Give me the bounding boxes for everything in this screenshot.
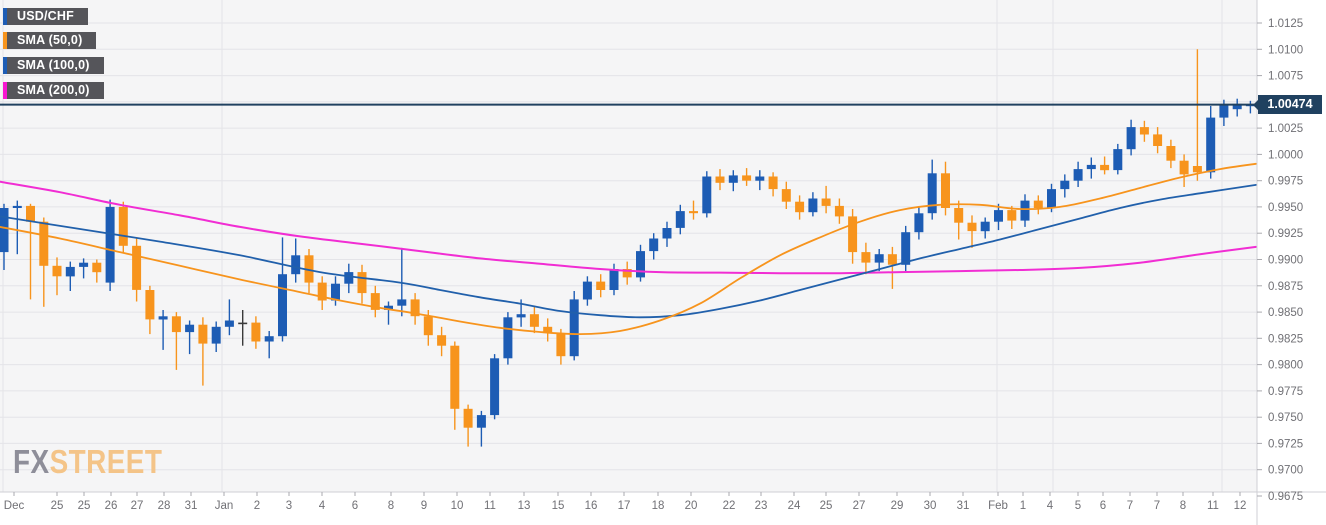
svg-text:8: 8 bbox=[1180, 500, 1186, 512]
sma200-label: SMA (200,0) bbox=[17, 83, 90, 97]
svg-text:0.9900: 0.9900 bbox=[1268, 255, 1303, 267]
svg-text:0.9725: 0.9725 bbox=[1268, 438, 1303, 450]
svg-text:1: 1 bbox=[1020, 500, 1026, 512]
svg-text:0.9775: 0.9775 bbox=[1268, 386, 1303, 398]
svg-text:1.0125: 1.0125 bbox=[1268, 18, 1303, 30]
svg-text:0.9825: 0.9825 bbox=[1268, 333, 1303, 345]
fxstreet-watermark: FXSTREET bbox=[13, 443, 162, 482]
legend-chip-pair[interactable]: USD/CHF bbox=[3, 8, 88, 25]
svg-text:4: 4 bbox=[1047, 500, 1054, 512]
sma50-line bbox=[0, 162, 1257, 336]
svg-text:11: 11 bbox=[1207, 500, 1219, 512]
svg-text:22: 22 bbox=[723, 500, 736, 512]
svg-text:13: 13 bbox=[518, 500, 531, 512]
svg-text:3: 3 bbox=[286, 500, 292, 512]
svg-text:1.0075: 1.0075 bbox=[1268, 71, 1303, 83]
svg-text:17: 17 bbox=[618, 500, 631, 512]
price-axis: 1.0125 1.0100 1.0075 1.0025 1.0000 0.9975 0.99… bbox=[1257, 18, 1303, 503]
svg-text:27: 27 bbox=[131, 500, 144, 512]
legend-chip-sma200[interactable]: SMA (200,0) bbox=[3, 82, 104, 99]
current-price-badge: 1.00474 bbox=[1253, 95, 1322, 115]
svg-text:8: 8 bbox=[388, 500, 394, 512]
svg-text:27: 27 bbox=[853, 500, 866, 512]
legend-chip-sma100[interactable]: SMA (100,0) bbox=[3, 57, 104, 74]
svg-text:0.9750: 0.9750 bbox=[1268, 412, 1303, 424]
svg-text:0.9800: 0.9800 bbox=[1268, 360, 1303, 372]
watermark-fx: FX bbox=[13, 443, 50, 481]
svg-text:0.9700: 0.9700 bbox=[1268, 465, 1303, 477]
svg-text:0.9975: 0.9975 bbox=[1268, 176, 1303, 188]
svg-text:18: 18 bbox=[652, 500, 665, 512]
sma200-line bbox=[0, 180, 1257, 275]
svg-text:1.0025: 1.0025 bbox=[1268, 123, 1303, 135]
svg-text:12: 12 bbox=[1234, 500, 1247, 512]
svg-text:Dec: Dec bbox=[4, 500, 25, 512]
candles bbox=[0, 49, 1255, 447]
watermark-street: STREET bbox=[49, 443, 163, 481]
svg-text:6: 6 bbox=[352, 500, 358, 512]
svg-text:7: 7 bbox=[1127, 500, 1133, 512]
svg-text:5: 5 bbox=[1075, 500, 1081, 512]
svg-text:28: 28 bbox=[158, 500, 171, 512]
date-axis: Dec 25 25 26 27 28 31 Jan 2 3 4 6 8 9 10 11 13 15 16 17 18 20… bbox=[4, 492, 1247, 512]
svg-text:Feb: Feb bbox=[988, 500, 1008, 512]
sma50-label: SMA (50,0) bbox=[17, 33, 83, 47]
svg-text:0.9950: 0.9950 bbox=[1268, 202, 1303, 214]
svg-text:6: 6 bbox=[1100, 500, 1106, 512]
svg-text:7: 7 bbox=[1154, 500, 1160, 512]
svg-text:2: 2 bbox=[254, 500, 260, 512]
svg-text:1.0000: 1.0000 bbox=[1268, 149, 1303, 161]
svg-text:24: 24 bbox=[788, 500, 801, 512]
svg-text:25: 25 bbox=[51, 500, 64, 512]
svg-text:10: 10 bbox=[451, 500, 464, 512]
svg-text:23: 23 bbox=[755, 500, 768, 512]
legend-chip-sma50[interactable]: SMA (50,0) bbox=[3, 32, 97, 49]
svg-text:15: 15 bbox=[552, 500, 565, 512]
svg-text:0.9675: 0.9675 bbox=[1268, 491, 1303, 503]
svg-text:29: 29 bbox=[891, 500, 904, 512]
svg-text:1.0100: 1.0100 bbox=[1268, 44, 1303, 56]
svg-text:25: 25 bbox=[78, 500, 91, 512]
svg-text:11: 11 bbox=[484, 500, 496, 512]
svg-text:26: 26 bbox=[105, 500, 118, 512]
svg-text:31: 31 bbox=[185, 500, 198, 512]
svg-text:0.9875: 0.9875 bbox=[1268, 281, 1303, 293]
svg-text:30: 30 bbox=[924, 500, 937, 512]
svg-text:Jan: Jan bbox=[215, 500, 234, 512]
svg-text:9: 9 bbox=[421, 500, 427, 512]
sma100-line bbox=[0, 184, 1257, 319]
svg-text:20: 20 bbox=[685, 500, 698, 512]
sma100-label: SMA (100,0) bbox=[17, 58, 90, 72]
svg-text:0.9850: 0.9850 bbox=[1268, 307, 1303, 319]
svg-text:4: 4 bbox=[319, 500, 326, 512]
svg-text:0.9925: 0.9925 bbox=[1268, 228, 1303, 240]
svg-text:31: 31 bbox=[957, 500, 970, 512]
svg-text:16: 16 bbox=[585, 500, 598, 512]
svg-text:25: 25 bbox=[820, 500, 833, 512]
pair-label: USD/CHF bbox=[17, 9, 74, 23]
